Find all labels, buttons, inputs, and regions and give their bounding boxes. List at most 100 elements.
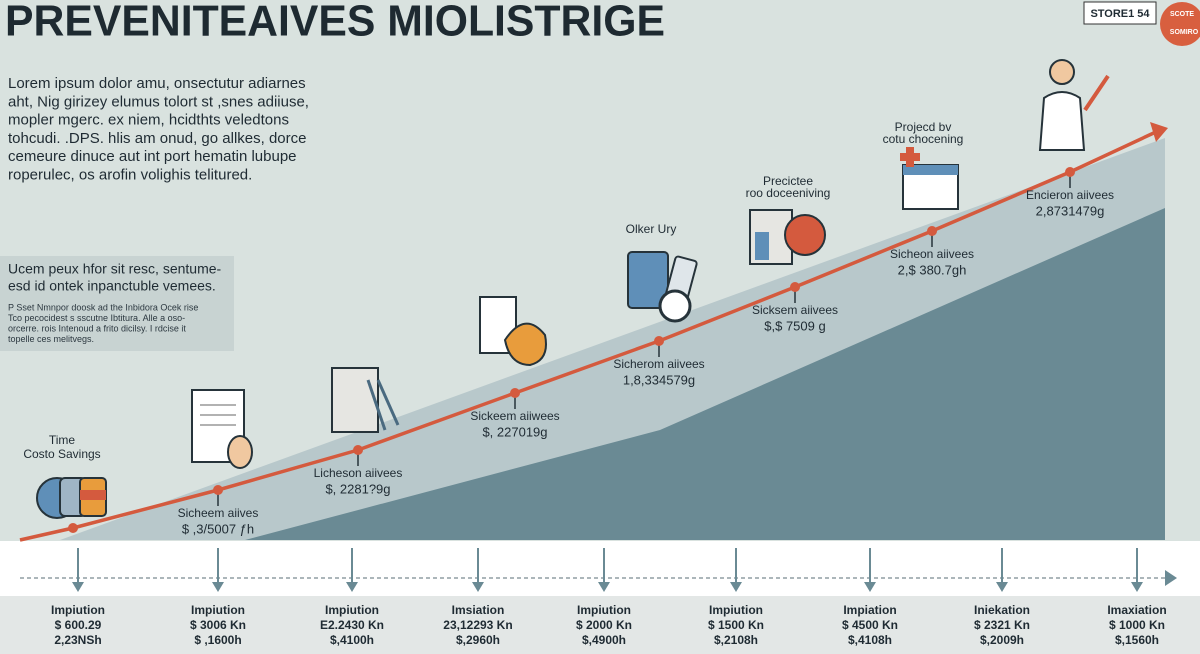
timeline-labels-band [0,596,1200,654]
timeline-arrowhead [996,582,1008,592]
timeline-time: $,2960h [456,633,500,647]
callout-heading: Ucem peux hfor sit resc, sentume- [8,261,222,277]
timeline-title: Impiation [843,603,896,617]
icon-checklist [331,367,400,433]
logo-text: SOMIRO [1170,29,1199,36]
intro-line: Lorem ipsum dolor amu, onsectutur adiarn… [8,75,306,92]
timeline-cost: $ 3006 Kn [190,618,246,632]
trend-dot [68,523,78,533]
timeline-arrowhead [72,582,84,592]
milestone-label: Licheson aiivees [314,466,403,480]
icon-lab [749,209,826,265]
trend-dot [790,282,800,292]
timeline-time: $,4100h [330,633,374,647]
milestone-value: $,$ 7509 g [764,318,825,333]
start-label: Time [49,433,76,447]
timeline-title: Impiution [191,603,245,617]
timeline-arrowhead [598,582,610,592]
icon-clipboard [191,389,253,469]
title: PREVENITEAIVES MIOLISTRIGE [5,0,665,46]
milestone-label: Sicksem aiivees [752,303,838,317]
callout-body: topelle ces melitvegs. [8,334,94,344]
timeline-title: Impiution [709,603,763,617]
trend-arrowhead [1150,122,1168,142]
trend-dot [1065,167,1075,177]
timeline-time: $,4900h [582,633,626,647]
callout-box [0,256,234,351]
milestone-value: 1,8,334579g [623,372,695,387]
timeline-time: 2,23NSh [54,633,101,647]
icon-label: roo doceeniving [746,186,831,200]
timeline-time: $,1560h [1115,633,1159,647]
icon-doctor [1038,59,1110,151]
intro-line: mopler mgerc. ex niem, hcidthts veledton… [8,112,289,129]
milestone-value: $, 2281?9g [325,481,390,496]
timeline-cost: $ 4500 Kn [842,618,898,632]
callout-body: orcerre. rois Intenoud a frito dicilsy. … [8,323,186,333]
timeline-arrowhead [1131,582,1143,592]
timeline-title: Impiution [51,603,105,617]
timeline-arrowhead [346,582,358,592]
callout-body: Tco pecocidest s sscutne Ibtitura. Alle … [8,313,185,323]
logo-text: SCOTE [1170,11,1194,18]
timeline-title: Imsiation [452,603,505,617]
milestone-label: Sicheon aiivees [890,247,974,261]
intro-line: aht, Nig girizey elumus tolort st ,snes … [8,93,309,110]
milestone-label: Sickeem aiiwees [470,409,559,423]
dark-area [245,208,1165,540]
timeline-arrowhead [472,582,484,592]
timeline-title: Impiution [325,603,379,617]
milestone-label: Encieron aiivees [1026,188,1114,202]
timeline-band [0,541,1200,596]
milestone-value: 2,8731479g [1036,203,1105,218]
intro-line: tohcudi. .DPS. hlis am onud, go allkes, … [8,130,307,147]
timeline-cost: E2.2430 Kn [320,618,384,632]
timeline-title: Imaxiation [1107,603,1166,617]
icon-phone-clock [627,251,698,323]
icon-flasks [36,477,107,519]
trend-dot [213,485,223,495]
trend-dot [927,226,937,236]
milestone-value: 2,$ 380.7gh [898,262,967,277]
milestone-value: $, 227019g [482,424,547,439]
timeline-arrowhead [1165,570,1177,586]
timeline-time: $,4108h [848,633,892,647]
callout-body: P Sset Nmnpor doosk ad the Inbidora Ocek… [8,302,198,312]
timeline-arrowhead [212,582,224,592]
milestone-label: Sicherom aiivees [613,357,704,371]
timeline-cost: $ 600.29 [55,618,102,632]
icon-label: Precictee [763,174,813,188]
timeline-cost: $ 2000 Kn [576,618,632,632]
dynamic-layer: Lorem ipsum dolor amu, onsectutur adiarn… [8,75,1167,647]
timeline-title: Impiution [577,603,631,617]
timeline-cost: 23,12293 Kn [443,618,512,632]
intro-line: roperulec, os arofin volighis telitured. [8,166,252,183]
badge: STORE1 54 [1090,8,1150,20]
icon-document [479,296,547,367]
timeline-cost: $ 1000 Kn [1109,618,1165,632]
timeline-time: $,2108h [714,633,758,647]
badge-box [1083,1,1157,25]
icon-label: Projecd bv [895,120,952,134]
callout-heading: esd id ontek inpanctuble vemees. [8,278,216,294]
timeline-cost: $ 1500 Kn [708,618,764,632]
timeline-time: $ ,1600h [194,633,241,647]
trend-line [19,129,1159,542]
icon-label: cotu chocening [883,132,964,146]
timeline-title: Iniekation [974,603,1030,617]
trend-dot [510,388,520,398]
logo [1160,2,1200,46]
milestone-value: $ ,3/5007 ƒh [182,521,254,536]
trend-dot [353,445,363,455]
timeline-cost: $ 2321 Kn [974,618,1030,632]
timeline-time: $,2009h [980,633,1024,647]
start-label: Costo Savings [23,447,100,461]
intro-line: cemeure dinuce aut int port hematin lubu… [8,148,297,165]
timeline-arrowhead [864,582,876,592]
timeline-arrowhead [730,582,742,592]
icon-label: Olker Ury [626,222,677,236]
icon-calendar [900,147,959,210]
milestone-label: Sicheem aiives [178,506,259,520]
